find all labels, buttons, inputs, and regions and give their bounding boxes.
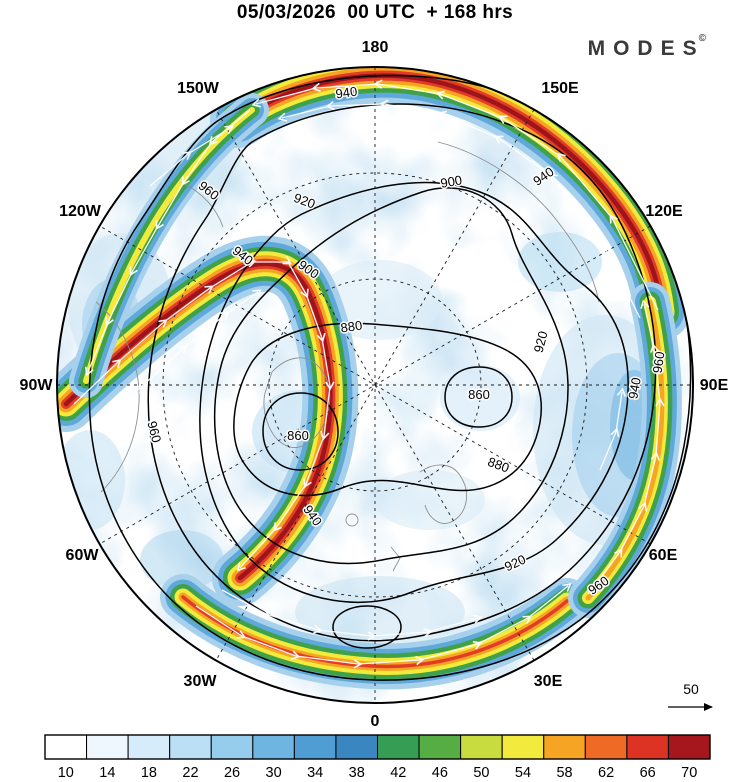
colorbar-tick-label: 34 xyxy=(307,765,323,781)
colorbar-cell xyxy=(501,734,545,760)
colorbar-cell xyxy=(584,734,628,760)
lon-label-60w: 60W xyxy=(66,547,100,564)
modes-logo-text: MODES xyxy=(587,37,705,60)
lon-label-180: 180 xyxy=(362,39,389,56)
colorbar-cell xyxy=(377,734,420,760)
contour-label-920: 920 xyxy=(531,329,551,354)
colorbar-outline xyxy=(44,734,711,760)
colorbar-cell xyxy=(626,734,669,760)
colorbar-tick-label: 30 xyxy=(266,765,282,781)
modes-logo: MODES© xyxy=(588,33,706,61)
colorbar-cell xyxy=(86,734,129,760)
colorbar-tick-label: 22 xyxy=(182,765,198,781)
contour-label-940: 940 xyxy=(625,376,644,400)
colorbar-tick-label: 26 xyxy=(224,765,240,781)
map-boundary-circle xyxy=(56,66,694,704)
colorbar-tick-label: 46 xyxy=(432,765,448,781)
contour-label-860: 860 xyxy=(287,428,309,443)
colorbar-cell xyxy=(210,734,254,760)
contour-label-960: 960 xyxy=(144,419,164,444)
chart-title: 05/03/2026 00 UTC + 168 hrs xyxy=(236,2,514,23)
colorbar-cell xyxy=(543,734,586,760)
colorbar-cell xyxy=(335,734,378,760)
colorbar-tick-label: 38 xyxy=(349,765,365,781)
contour-label-900: 900 xyxy=(439,172,463,191)
colorbar-tick-label: 14 xyxy=(99,765,115,781)
contour-label-860: 860 xyxy=(468,387,490,402)
colorbar-tick-label: 62 xyxy=(598,765,614,781)
lon-label-150w: 150W xyxy=(177,80,220,97)
lon-label-60e: 60E xyxy=(649,547,678,564)
lon-label-30e: 30E xyxy=(534,673,563,690)
colorbar-cell xyxy=(418,734,462,760)
reference-wind-arrow: 50 xyxy=(668,681,713,711)
reference-arrow-label: 50 xyxy=(683,681,699,697)
lon-label-30w: 30W xyxy=(184,673,218,690)
lon-label-0: 0 xyxy=(371,713,380,730)
colorbar-cell xyxy=(169,734,212,760)
colorbar xyxy=(44,734,711,760)
contour-label-960: 960 xyxy=(650,351,668,375)
colorbar-tick-label: 42 xyxy=(390,765,406,781)
colorbar-tick-label: 18 xyxy=(141,765,157,781)
copyright-mark: © xyxy=(698,33,706,44)
lon-label-150e: 150E xyxy=(541,80,579,97)
colorbar-tick-label: 50 xyxy=(473,765,489,781)
lon-label-120w: 120W xyxy=(59,203,102,220)
colorbar-cell xyxy=(252,734,295,760)
colorbar-cell xyxy=(460,734,503,760)
colorbar-cell xyxy=(44,734,88,760)
colorbar-cell xyxy=(127,734,171,760)
colorbar-tick-label: 58 xyxy=(556,765,572,781)
longitude-labels: 180 150E 120E 90E 60E 30E 0 30W 60W 90W … xyxy=(20,39,729,730)
lon-label-120e: 120E xyxy=(645,203,683,220)
lon-label-90e: 90E xyxy=(700,377,729,394)
colorbar-cell xyxy=(667,734,711,760)
colorbar-tick-label: 10 xyxy=(58,765,74,781)
lon-label-90w: 90W xyxy=(20,377,54,394)
colorbar-tick-labels: 10 14 18 22 26 30 34 38 42 46 50 54 58 62 66 70 xyxy=(58,765,698,781)
contour-label-880: 880 xyxy=(340,318,364,336)
colorbar-tick-label: 54 xyxy=(515,765,531,781)
colorbar-tick-label: 66 xyxy=(640,765,656,781)
colorbar-tick-label: 70 xyxy=(681,765,697,781)
wind-arrows xyxy=(73,79,665,669)
colorbar-cell xyxy=(293,734,337,760)
map-disc: 900 900 880 880 860 860 920 920 920 940 … xyxy=(57,67,693,703)
contour-label-940: 940 xyxy=(335,84,359,102)
